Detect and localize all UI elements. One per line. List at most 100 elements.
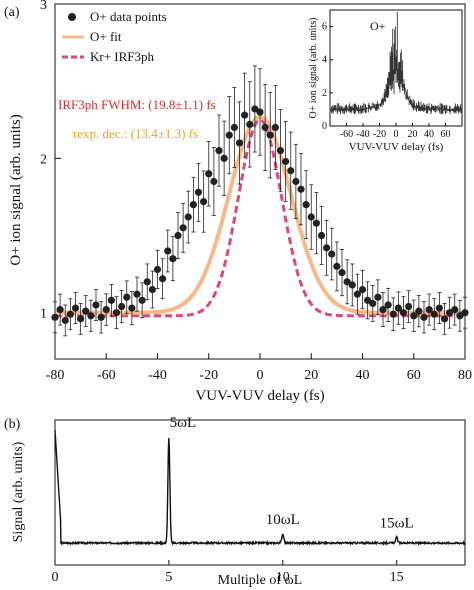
inset-xlabel: VUV-VUV delay (fs) bbox=[349, 141, 444, 153]
peak-label: 15ωL bbox=[380, 515, 414, 531]
panel-b-ylabel: Signal (arb. units) bbox=[11, 441, 26, 542]
x-tick-label: 60 bbox=[407, 368, 421, 383]
legend-label-points: O+ data points bbox=[90, 9, 167, 24]
y-tick-label: 2 bbox=[40, 152, 47, 167]
data-point bbox=[410, 312, 418, 320]
data-point bbox=[153, 265, 162, 274]
data-point bbox=[271, 123, 279, 132]
data-point bbox=[230, 123, 238, 132]
data-point bbox=[333, 262, 341, 270]
data-point bbox=[138, 296, 146, 304]
data-point bbox=[61, 316, 69, 325]
spectrum-line bbox=[54, 429, 466, 547]
panel-b-xlabel: Multiple of ωL bbox=[218, 573, 303, 588]
x-tick-label: 15 bbox=[390, 570, 404, 585]
data-point bbox=[374, 293, 382, 301]
x-tick-label: -60 bbox=[97, 368, 116, 383]
inset-x-tick-label: 20 bbox=[408, 129, 418, 140]
data-point bbox=[287, 167, 295, 175]
data-point bbox=[307, 213, 315, 221]
data-point bbox=[169, 255, 177, 263]
data-point bbox=[328, 250, 336, 258]
data-point bbox=[302, 201, 310, 209]
data-point bbox=[102, 306, 110, 314]
data-point bbox=[323, 244, 331, 252]
data-point bbox=[148, 285, 156, 294]
panel-a-ylabel: O+ ion signal (arb. units) bbox=[8, 114, 24, 265]
peak-label: 5ωL bbox=[170, 415, 197, 431]
data-point bbox=[266, 131, 274, 139]
data-point bbox=[66, 310, 74, 318]
data-point bbox=[51, 313, 59, 321]
annotation-tau: τexp. dec.: (13.4±1.3) fs bbox=[72, 126, 198, 141]
data-point bbox=[389, 310, 397, 318]
x-tick-label: 20 bbox=[304, 368, 318, 383]
data-point bbox=[225, 131, 233, 139]
data-point bbox=[235, 139, 244, 147]
data-point bbox=[174, 231, 182, 240]
x-tick-label: 5 bbox=[165, 570, 172, 585]
data-point bbox=[379, 306, 387, 314]
data-point bbox=[118, 302, 126, 311]
data-point bbox=[241, 111, 249, 119]
data-point bbox=[87, 312, 95, 320]
panel-b-plot: 5ωL 10ωL 15ωL 0 5 10 15 bbox=[52, 415, 466, 585]
x-tick-label: 40 bbox=[356, 368, 370, 383]
legend-label-fit: O+ fit bbox=[90, 29, 122, 44]
x-tick-label: 0 bbox=[52, 570, 59, 585]
data-point bbox=[107, 296, 115, 304]
data-point bbox=[128, 304, 136, 312]
data-point bbox=[133, 290, 141, 298]
data-point bbox=[292, 177, 300, 186]
data-point bbox=[220, 154, 228, 162]
data-point bbox=[97, 313, 105, 321]
x-tick-label: 80 bbox=[458, 368, 472, 383]
data-point bbox=[123, 293, 131, 301]
inset-x-tick-label: -40 bbox=[356, 129, 369, 140]
panel-b-frame bbox=[54, 419, 466, 566]
data-point bbox=[71, 304, 80, 312]
data-point bbox=[77, 315, 85, 323]
data-point bbox=[246, 120, 254, 128]
data-point bbox=[92, 301, 100, 309]
data-point bbox=[353, 290, 361, 298]
x-tick-label: -40 bbox=[148, 368, 167, 383]
data-point bbox=[297, 185, 305, 193]
inset-plot: -60 -40 -20 0 20 40 60 0 2 4 6 bbox=[322, 11, 463, 140]
data-point bbox=[143, 278, 151, 286]
data-point bbox=[338, 268, 346, 277]
data-point bbox=[451, 306, 459, 314]
inset-y-tick-label: 6 bbox=[322, 22, 327, 33]
data-point bbox=[405, 302, 413, 311]
inset-trace bbox=[329, 11, 463, 115]
data-point bbox=[184, 213, 192, 221]
inset-y-tick-label: 4 bbox=[322, 55, 327, 66]
data-point bbox=[194, 188, 203, 196]
data-point bbox=[348, 281, 356, 289]
inset-x-tick-label: 0 bbox=[394, 129, 399, 140]
y-tick-label: 3 bbox=[40, 0, 47, 13]
data-point bbox=[312, 219, 320, 227]
data-point bbox=[276, 147, 285, 155]
data-point bbox=[200, 197, 208, 206]
data-point bbox=[189, 201, 197, 209]
data-point bbox=[440, 315, 449, 323]
data-point bbox=[415, 307, 423, 315]
inset-x-tick-label: 60 bbox=[441, 129, 451, 140]
data-point bbox=[317, 231, 326, 240]
inset-y-tick-label: 0 bbox=[322, 121, 327, 132]
data-point bbox=[384, 301, 392, 309]
x-tick-label: -80 bbox=[46, 368, 65, 383]
data-point bbox=[210, 177, 218, 186]
inset: -60 -40 -20 0 20 40 60 0 2 4 6 O+ VUV-VUV delay (f… bbox=[308, 9, 463, 153]
inset-x-tick-label: -20 bbox=[373, 129, 386, 140]
data-point bbox=[430, 310, 438, 318]
data-point bbox=[205, 170, 213, 178]
panel-b-label: (b) bbox=[4, 417, 21, 432]
legend-label-irf: Kr+ IRF3ph bbox=[90, 49, 155, 64]
annotation-irf: IRF3ph FWHM: (19.8±1.1) fs bbox=[58, 97, 216, 112]
data-point bbox=[394, 304, 402, 312]
panel-a-xlabel: VUV-VUV delay (fs) bbox=[195, 388, 324, 404]
